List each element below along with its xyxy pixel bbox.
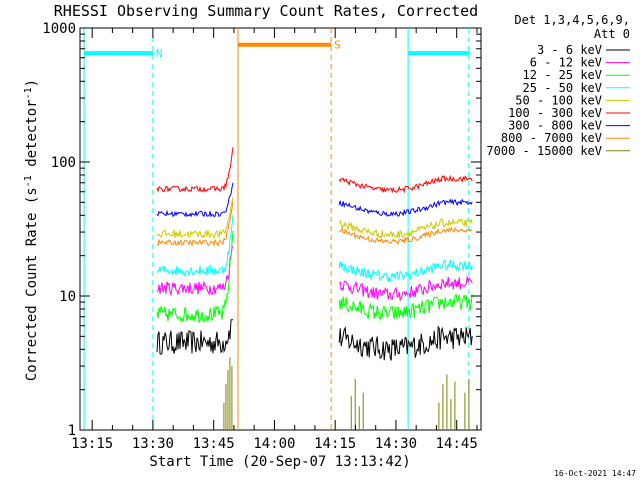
legend-header-line1: Det 1,3,4,5,6,9, [514,13,630,27]
flag-label: S [334,39,341,52]
flag-bars: NS [84,39,469,60]
series-line-seg2 [338,198,473,218]
y-axis-label-sup1: -1 [23,175,34,187]
series-group [156,147,473,430]
legend-label: 7000 - 15000 keV [486,144,602,158]
y-tick-label: 100 [51,155,76,171]
legend-label: 3 - 6 keV [537,43,602,57]
footer-timestamp: 16-Oct-2021 14:47 [554,469,636,478]
x-axis-label: Start Time (20-Sep-07 13:13:42) [149,454,410,470]
series-5 [156,147,473,194]
series-0 [156,319,473,361]
x-tick-label: 14:15 [314,436,356,452]
series-4 [156,196,473,240]
series-line-seg2 [338,325,473,361]
series-line-seg1 [156,182,234,218]
series-line-seg2 [338,174,473,194]
legend-header-line2: Att 0 [594,27,630,41]
series-7 [156,201,473,248]
x-axis-ticks: 13:15 13:30 13:45 14:00 14:15 14:30 14:45 [71,28,478,452]
x-tick-label: 14:30 [375,436,417,452]
series-line-seg2 [338,276,473,302]
series-line-seg1 [156,319,234,355]
chart-title: RHESSI Observing Summary Count Rates, Co… [54,2,478,20]
series-line-seg2 [338,259,473,283]
legend-label: 300 - 800 keV [508,119,602,133]
legend-label: 25 - 50 keV [523,81,602,95]
series-line-seg1 [156,245,234,297]
series-8 [223,357,470,430]
y-axis-label-part2: detector [24,99,40,175]
legend-label: 800 - 7000 keV [501,131,602,145]
series-6 [156,182,473,218]
y-tick-label: 1 [68,423,76,439]
y-axis-label-sup2: -1 [23,87,34,99]
series-line-seg2 [338,294,473,322]
y-axis-ticks: 1 10 100 1000 [42,21,481,439]
legend-label: 100 - 300 keV [508,106,602,120]
x-tick-label: 14:45 [436,436,478,452]
series-line-seg2 [338,226,473,245]
plot-frame [79,27,482,431]
x-tick-label: 13:45 [193,436,235,452]
time-markers [83,28,470,430]
series-line-seg1 [156,214,234,278]
series-line-seg1 [156,230,234,324]
x-tick-label: 14:00 [253,436,295,452]
y-axis-label-part1: Corrected Count Rate (s [24,187,40,381]
y-tick-label: 1000 [42,21,76,37]
series-line-seg1 [156,201,234,248]
y-tick-label: 10 [59,289,76,305]
series-2 [156,230,473,324]
series-line-seg1 [156,147,234,193]
series-3 [156,214,473,283]
legend-label: 50 - 100 keV [515,93,602,107]
legend-label: 12 - 25 keV [523,68,602,82]
y-axis-label-part3: ) [24,79,40,87]
legend-label: 6 - 12 keV [530,56,602,70]
x-tick-label: 13:30 [132,436,174,452]
series-1 [156,245,473,302]
flag-label: N [156,47,163,60]
series-line-seg2 [338,217,473,240]
y-axis-label: Corrected Count Rate (s-1 detector-1) [23,79,40,381]
x-tick-label: 13:15 [71,436,113,452]
series-line-seg1 [156,196,234,240]
